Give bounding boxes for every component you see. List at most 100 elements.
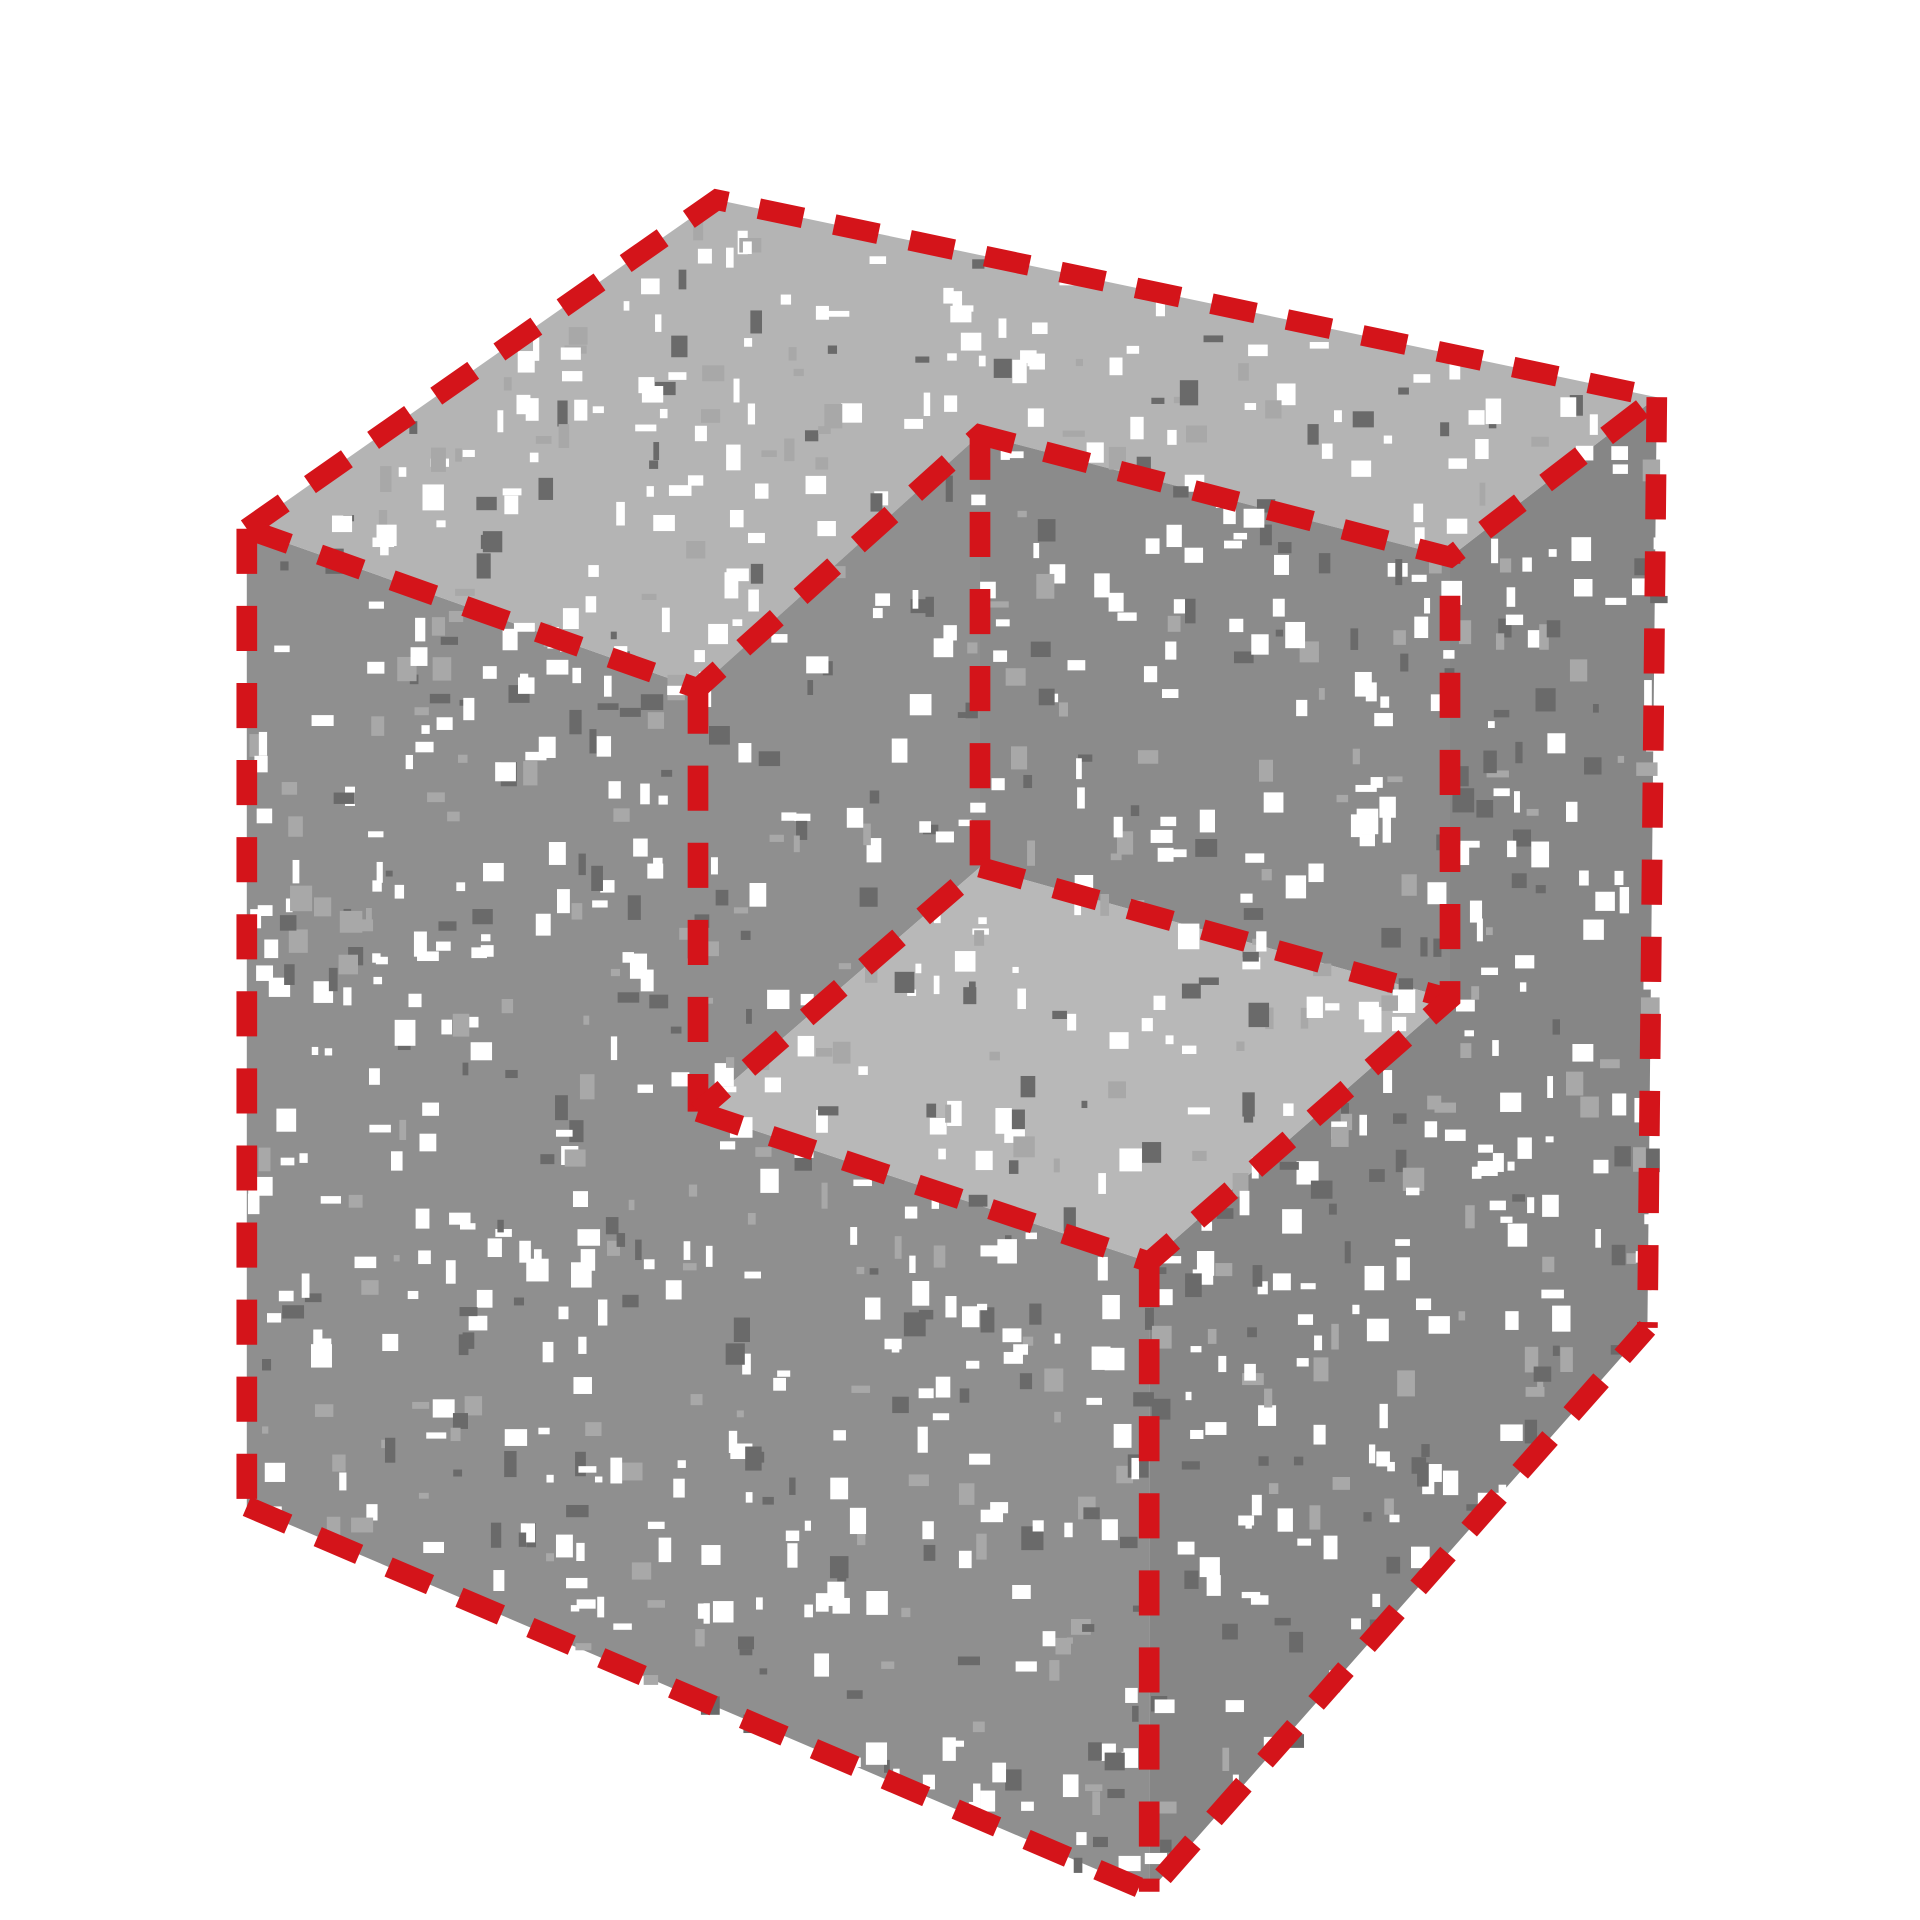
speckle: [958, 1483, 975, 1505]
speckle: [1076, 758, 1082, 780]
speckle: [449, 1212, 471, 1225]
speckle: [1144, 1307, 1154, 1330]
speckle: [1314, 1335, 1323, 1351]
speckle: [1015, 1661, 1037, 1672]
speckle: [1233, 532, 1248, 540]
speckle: [372, 880, 382, 892]
speckle: [418, 1492, 429, 1499]
speckle: [1283, 1103, 1294, 1116]
speckle: [793, 368, 804, 377]
speckle: [1389, 1514, 1400, 1523]
speckle: [850, 1227, 858, 1245]
speckle: [504, 1429, 528, 1446]
speckle: [368, 831, 384, 838]
speckle: [493, 1570, 505, 1592]
speckle: [1104, 1752, 1125, 1771]
speckle: [647, 863, 664, 879]
speckle: [744, 338, 753, 347]
speckle: [1177, 923, 1200, 950]
speckle: [725, 1343, 745, 1365]
speckle: [1500, 1092, 1522, 1112]
speckle: [1278, 542, 1292, 554]
speckle: [1113, 1423, 1132, 1448]
speckle: [264, 1462, 286, 1482]
speckle: [578, 1466, 597, 1473]
speckle: [891, 738, 908, 763]
speckle: [1465, 1205, 1475, 1229]
speckle: [719, 1141, 736, 1150]
speckle: [972, 259, 985, 269]
speckle: [1185, 1391, 1192, 1401]
speckle: [1507, 1161, 1515, 1171]
speckle: [1387, 1461, 1395, 1472]
speckle: [253, 1176, 273, 1196]
speckle: [1167, 615, 1181, 632]
speckle: [505, 1069, 518, 1079]
speckle: [1633, 1147, 1646, 1172]
speckle: [1077, 787, 1085, 809]
speckle: [371, 716, 385, 736]
speckle: [1229, 618, 1244, 633]
speckle: [583, 1015, 590, 1025]
speckle: [487, 1238, 502, 1258]
speckle: [610, 631, 617, 640]
speckle: [361, 1280, 379, 1295]
speckle: [351, 1517, 374, 1533]
speckle: [1383, 435, 1393, 444]
speckle: [573, 1377, 592, 1394]
speckle: [769, 834, 784, 842]
speckle: [758, 751, 781, 767]
speckle: [1359, 834, 1375, 847]
speckle: [1293, 1456, 1304, 1466]
speckle: [997, 1239, 1017, 1264]
speckle: [529, 452, 539, 463]
speckle: [604, 675, 612, 697]
speckle: [1486, 770, 1509, 778]
speckle: [1248, 344, 1268, 357]
speckle: [806, 656, 829, 674]
speckle: [410, 647, 428, 666]
speckle: [617, 992, 640, 1003]
speckle: [635, 424, 657, 432]
speckle: [935, 1376, 951, 1398]
speckle: [497, 410, 504, 433]
speckle: [548, 842, 566, 865]
speckle: [973, 1783, 981, 1809]
speckle: [591, 865, 603, 891]
speckle: [333, 792, 355, 804]
speckle: [943, 625, 957, 641]
speckle: [1166, 524, 1182, 548]
speckle: [1244, 1363, 1256, 1381]
speckle: [694, 650, 705, 663]
speckle: [282, 1305, 305, 1319]
speckle: [1067, 1013, 1077, 1031]
speckle: [761, 450, 777, 457]
speckle: [280, 561, 289, 571]
speckle: [596, 736, 612, 757]
speckle: [995, 1108, 1012, 1134]
speckle: [415, 1208, 430, 1229]
speckle: [671, 335, 688, 358]
speckle: [1476, 799, 1494, 818]
speckle: [331, 515, 353, 533]
edge-top-left: [240, 188, 1659, 538]
speckle: [701, 409, 721, 423]
speckle: [1331, 1126, 1349, 1147]
speckle: [376, 861, 383, 883]
speckle: [1297, 1538, 1312, 1546]
speckle: [1531, 841, 1550, 868]
speckle: [1173, 486, 1189, 498]
speckle: [483, 862, 504, 882]
speckle: [1086, 442, 1104, 463]
speckle: [616, 1233, 626, 1247]
speckle: [476, 496, 497, 511]
speckle: [555, 1129, 573, 1137]
speckle: [705, 1245, 713, 1267]
speckle: [704, 941, 719, 957]
speckle: [1049, 1660, 1060, 1681]
speckle: [1125, 1687, 1138, 1703]
speckle: [667, 685, 688, 696]
speckle: [1414, 527, 1425, 544]
speckle: [1085, 1784, 1103, 1792]
speckle: [1131, 1457, 1140, 1480]
